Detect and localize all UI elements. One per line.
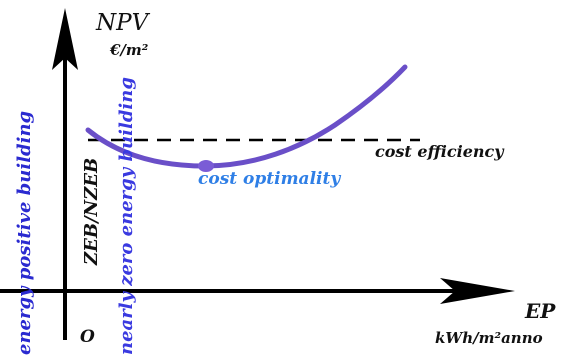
- nearly-zero-energy-building-label: nearly zero energy building: [116, 77, 137, 355]
- cost-optimal-point: [198, 160, 214, 172]
- cost-optimality-label: cost optimality: [198, 169, 341, 189]
- energy-positive-building-label: energy positive building: [14, 111, 35, 355]
- y-axis-unit: €/m²: [109, 41, 149, 59]
- x-axis-label: EP: [524, 299, 556, 323]
- x-axis-unit: kWh/m²anno: [435, 329, 543, 347]
- origin-label: O: [80, 327, 95, 347]
- cost-efficiency-label: cost efficiency: [375, 142, 505, 161]
- npv-curve: [85, 64, 408, 169]
- y-axis-label: NPV: [95, 10, 151, 36]
- zeb-nzeb-label: ZEB/NZEB: [81, 158, 102, 266]
- y-axis-arrowhead: [52, 8, 78, 70]
- x-axis-arrowhead: [440, 278, 515, 304]
